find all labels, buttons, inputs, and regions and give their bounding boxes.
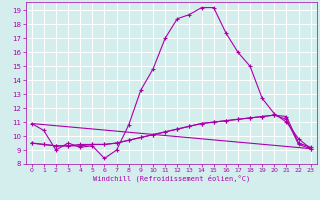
X-axis label: Windchill (Refroidissement éolien,°C): Windchill (Refroidissement éolien,°C) — [92, 175, 250, 182]
